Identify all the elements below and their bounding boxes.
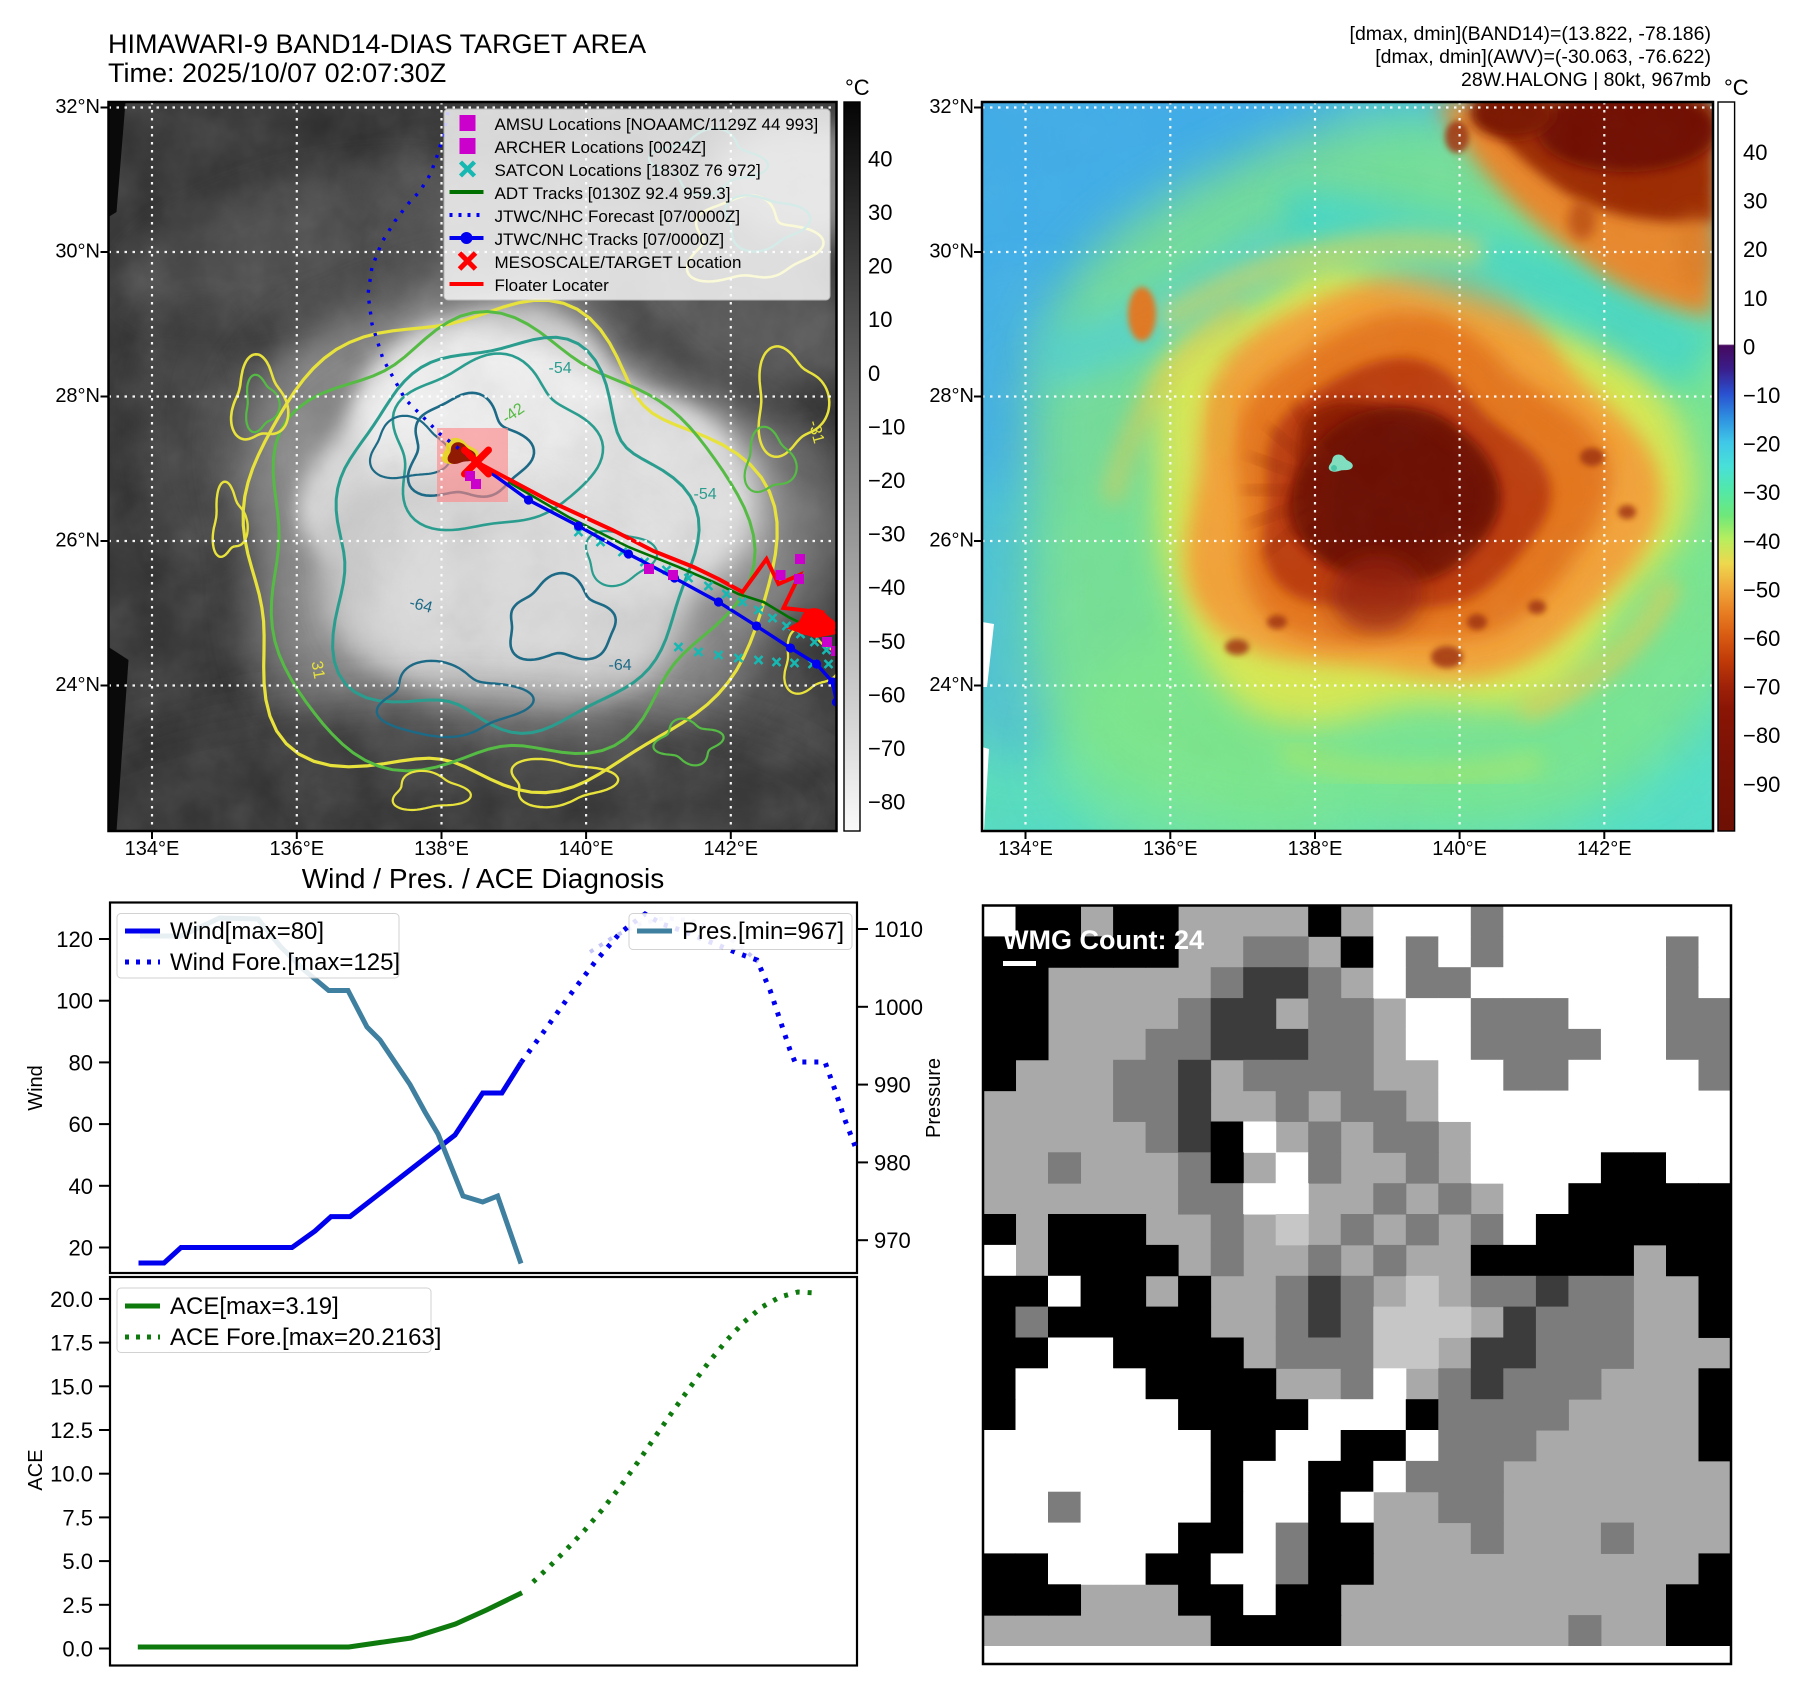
svg-text:136°E: 136°E — [1143, 838, 1198, 860]
svg-text:12.5: 12.5 — [50, 1418, 93, 1443]
svg-text:Wind: Wind — [25, 1065, 47, 1111]
svg-text:990: 990 — [874, 1073, 911, 1098]
svg-text:2.5: 2.5 — [62, 1593, 93, 1618]
svg-text:JTWC/NHC Tracks [07/0000Z]: JTWC/NHC Tracks [07/0000Z] — [495, 230, 725, 249]
svg-text:[dmax, dmin](BAND14)=(13.822,: [dmax, dmin](BAND14)=(13.822, -78.186) — [1350, 23, 1711, 45]
svg-text:10: 10 — [1743, 286, 1767, 311]
svg-text:−20: −20 — [868, 468, 905, 493]
svg-text:0: 0 — [1743, 334, 1755, 359]
svg-text:°C: °C — [1724, 75, 1749, 100]
svg-text:−30: −30 — [1743, 480, 1780, 505]
svg-text:40: 40 — [69, 1174, 93, 1199]
svg-text:−50: −50 — [1743, 577, 1780, 602]
svg-text:1000: 1000 — [874, 995, 923, 1020]
svg-text:ARCHER Locations [0024Z]: ARCHER Locations [0024Z] — [495, 138, 707, 157]
svg-text:28°N: 28°N — [55, 385, 100, 407]
svg-text:120: 120 — [56, 927, 93, 952]
svg-text:40: 40 — [868, 146, 892, 171]
svg-text:980: 980 — [874, 1150, 911, 1175]
svg-text:−10: −10 — [1743, 383, 1780, 408]
svg-text:Wind[max=80]: Wind[max=80] — [170, 918, 324, 945]
svg-text:-64: -64 — [407, 594, 434, 616]
svg-text:134°E: 134°E — [125, 838, 180, 860]
svg-text:970: 970 — [874, 1228, 911, 1253]
svg-text:JTWC/NHC Forecast [07/0000Z]: JTWC/NHC Forecast [07/0000Z] — [495, 207, 741, 226]
svg-text:1010: 1010 — [874, 917, 923, 942]
svg-text:15.0: 15.0 — [50, 1374, 93, 1399]
svg-text:100: 100 — [56, 989, 93, 1014]
svg-text:Floater Locater: Floater Locater — [495, 276, 610, 295]
svg-text:136°E: 136°E — [269, 838, 324, 860]
svg-text:−30: −30 — [868, 522, 905, 547]
svg-text:−40: −40 — [868, 575, 905, 600]
svg-text:HIMAWARI-9 BAND14-DIAS TARGET: HIMAWARI-9 BAND14-DIAS TARGET AREA — [108, 29, 646, 59]
svg-text:20: 20 — [1743, 237, 1767, 262]
svg-text:0: 0 — [868, 361, 880, 386]
svg-text:AMSU Locations [NOAAMC/1129Z 4: AMSU Locations [NOAAMC/1129Z 44 993] — [495, 115, 819, 134]
svg-text:5.0: 5.0 — [62, 1549, 93, 1574]
svg-text:24°N: 24°N — [929, 674, 974, 696]
svg-text:−80: −80 — [1743, 723, 1780, 748]
svg-text:30°N: 30°N — [929, 241, 974, 263]
svg-text:Pres.[min=967]: Pres.[min=967] — [682, 918, 844, 945]
svg-text:−80: −80 — [868, 790, 905, 815]
svg-text:10.0: 10.0 — [50, 1462, 93, 1487]
svg-text:17.5: 17.5 — [50, 1331, 93, 1356]
svg-text:0.0: 0.0 — [62, 1637, 93, 1662]
svg-text:30: 30 — [1743, 189, 1767, 214]
svg-text:°C: °C — [845, 75, 870, 100]
svg-text:30°N: 30°N — [55, 241, 100, 263]
svg-text:-54: -54 — [549, 360, 572, 377]
svg-text:−20: −20 — [1743, 432, 1780, 457]
svg-text:140°E: 140°E — [559, 838, 614, 860]
svg-text:24°N: 24°N — [55, 674, 100, 696]
svg-text:20: 20 — [868, 254, 892, 279]
svg-text:−40: −40 — [1743, 529, 1780, 554]
svg-text:−60: −60 — [868, 682, 905, 707]
svg-text:MESOSCALE/TARGET Location: MESOSCALE/TARGET Location — [495, 253, 742, 272]
svg-text:142°E: 142°E — [1577, 838, 1632, 860]
svg-text:80: 80 — [69, 1050, 93, 1075]
svg-text:−70: −70 — [868, 736, 905, 761]
svg-text:ACE: ACE — [25, 1449, 47, 1490]
svg-text:−10: −10 — [868, 414, 905, 439]
svg-text:SATCON Locations [1830Z 76 972: SATCON Locations [1830Z 76 972] — [495, 161, 761, 180]
svg-text:Wind Fore.[max=125]: Wind Fore.[max=125] — [170, 949, 400, 976]
svg-text:134°E: 134°E — [998, 838, 1053, 860]
svg-text:142°E: 142°E — [703, 838, 758, 860]
svg-text:−70: −70 — [1743, 675, 1780, 700]
svg-text:20: 20 — [69, 1236, 93, 1261]
svg-text:ADT Tracks [0130Z 92.4 959.3]: ADT Tracks [0130Z 92.4 959.3] — [495, 184, 731, 203]
svg-text:−60: −60 — [1743, 626, 1780, 651]
svg-text:138°E: 138°E — [414, 838, 469, 860]
svg-text:[dmax, dmin](AWV)=(-30.063, -7: [dmax, dmin](AWV)=(-30.063, -76.622) — [1375, 46, 1711, 68]
svg-text:7.5: 7.5 — [62, 1505, 93, 1530]
svg-text:30: 30 — [868, 200, 892, 225]
svg-text:60: 60 — [69, 1112, 93, 1137]
svg-text:ACE[max=3.19]: ACE[max=3.19] — [170, 1293, 339, 1320]
svg-text:-31: -31 — [805, 419, 827, 446]
svg-text:138°E: 138°E — [1288, 838, 1343, 860]
svg-text:26°N: 26°N — [929, 530, 974, 552]
svg-text:Pressure: Pressure — [923, 1058, 945, 1138]
svg-text:-64: -64 — [609, 657, 632, 674]
svg-text:10: 10 — [868, 307, 892, 332]
svg-text:31: 31 — [308, 660, 328, 681]
svg-text:−50: −50 — [868, 629, 905, 654]
svg-text:26°N: 26°N — [55, 530, 100, 552]
svg-text:−90: −90 — [1743, 772, 1780, 797]
svg-text:Wind / Pres. / ACE Diagnosis: Wind / Pres. / ACE Diagnosis — [302, 863, 665, 894]
svg-text:32°N: 32°N — [55, 96, 100, 118]
svg-text:ACE Fore.[max=20.2163]: ACE Fore.[max=20.2163] — [170, 1324, 441, 1351]
svg-text:WMG Count: 24: WMG Count: 24 — [1003, 925, 1204, 955]
svg-text:28W.HALONG | 80kt, 967mb: 28W.HALONG | 80kt, 967mb — [1461, 69, 1711, 91]
svg-text:20.0: 20.0 — [50, 1287, 93, 1312]
svg-text:140°E: 140°E — [1432, 838, 1487, 860]
svg-text:28°N: 28°N — [929, 385, 974, 407]
svg-text:-54: -54 — [694, 486, 717, 503]
svg-text:40: 40 — [1743, 140, 1767, 165]
svg-text:32°N: 32°N — [929, 96, 974, 118]
svg-text:Time: 2025/10/07 02:07:30Z: Time: 2025/10/07 02:07:30Z — [108, 58, 446, 88]
